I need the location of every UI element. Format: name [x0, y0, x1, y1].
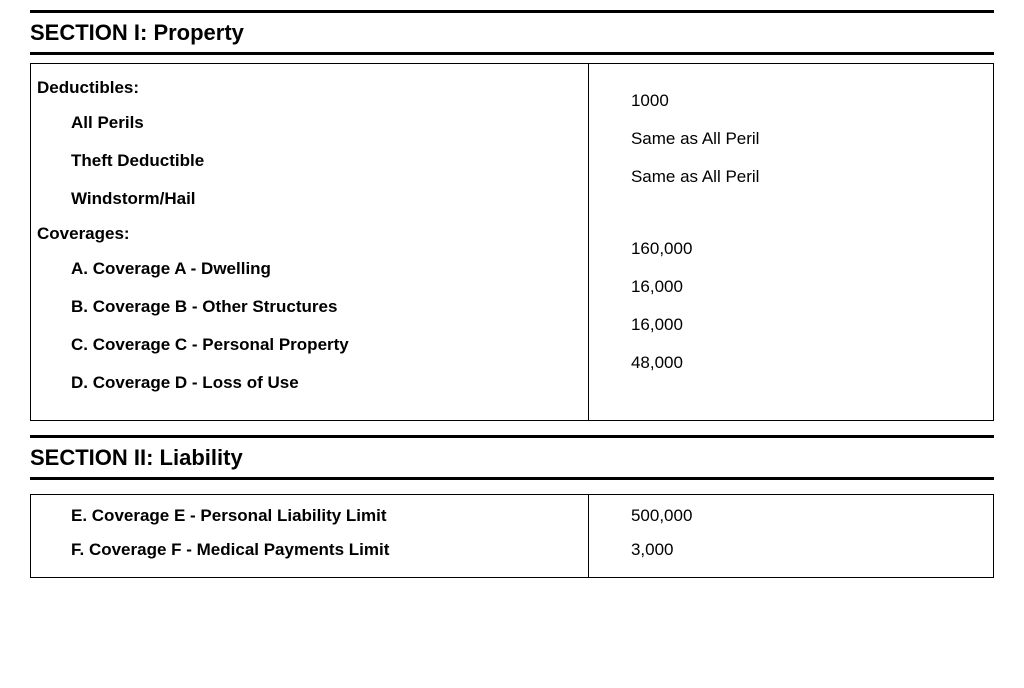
- coverage-value-row: 16,000: [589, 306, 993, 344]
- section1-rule-bottom: [30, 52, 994, 55]
- coverage-label: D. Coverage D - Loss of Use: [35, 373, 299, 393]
- spacer: [589, 196, 993, 230]
- coverage-value: 3,000: [589, 540, 674, 560]
- coverage-value-row: 3,000: [589, 533, 993, 567]
- coverage-label: C. Coverage C - Personal Property: [35, 335, 349, 355]
- deductible-label: All Perils: [35, 113, 144, 133]
- coverage-value: 16,000: [589, 277, 683, 297]
- coverage-row: E. Coverage E - Personal Liability Limit: [35, 499, 588, 533]
- deductible-row: Theft Deductible: [35, 142, 588, 180]
- section2-box: E. Coverage E - Personal Liability Limit…: [30, 494, 994, 578]
- coverage-value-row: 48,000: [589, 344, 993, 382]
- coverage-value: 48,000: [589, 353, 683, 373]
- coverage-label: A. Coverage A - Dwelling: [35, 259, 271, 279]
- section1-labels-column: Deductibles: All Perils Theft Deductible…: [31, 64, 589, 420]
- section2-title: SECTION II: Liability: [30, 441, 994, 475]
- deductible-value: Same as All Peril: [589, 167, 760, 187]
- section2-labels-column: E. Coverage E - Personal Liability Limit…: [31, 495, 589, 577]
- deductible-value: Same as All Peril: [589, 129, 760, 149]
- coverage-row: C. Coverage C - Personal Property: [35, 326, 588, 364]
- deductible-label: Theft Deductible: [35, 151, 204, 171]
- coverage-row: F. Coverage F - Medical Payments Limit: [35, 533, 588, 567]
- coverage-label: E. Coverage E - Personal Liability Limit: [35, 506, 387, 526]
- deductible-label: Windstorm/Hail: [35, 189, 196, 209]
- coverage-value: 160,000: [589, 239, 692, 259]
- deductible-value-row: Same as All Peril: [589, 120, 993, 158]
- section2-rule-top: [30, 435, 994, 438]
- coverage-label: F. Coverage F - Medical Payments Limit: [35, 540, 389, 560]
- coverage-label: B. Coverage B - Other Structures: [35, 297, 337, 317]
- deductible-value-row: Same as All Peril: [589, 158, 993, 196]
- section1-values-column: 1000 Same as All Peril Same as All Peril…: [589, 64, 993, 420]
- coverage-value-row: 500,000: [589, 499, 993, 533]
- section2-rule-bottom: [30, 477, 994, 480]
- coverage-value: 500,000: [589, 506, 692, 526]
- coverage-row: B. Coverage B - Other Structures: [35, 288, 588, 326]
- deductible-row: Windstorm/Hail: [35, 180, 588, 218]
- spacer: [589, 72, 993, 82]
- deductible-row: All Perils: [35, 104, 588, 142]
- coverage-row: D. Coverage D - Loss of Use: [35, 364, 588, 402]
- section1-title: SECTION I: Property: [30, 16, 994, 50]
- coverage-value-row: 160,000: [589, 230, 993, 268]
- deductible-value: 1000: [589, 91, 669, 111]
- section1-box: Deductibles: All Perils Theft Deductible…: [30, 63, 994, 421]
- deductible-value-row: 1000: [589, 82, 993, 120]
- section2-values-column: 500,000 3,000: [589, 495, 993, 577]
- coverage-value-row: 16,000: [589, 268, 993, 306]
- coverage-value: 16,000: [589, 315, 683, 335]
- section1-rule-top: [30, 10, 994, 13]
- deductibles-header: Deductibles:: [35, 72, 588, 104]
- coverage-row: A. Coverage A - Dwelling: [35, 250, 588, 288]
- coverages-header: Coverages:: [35, 218, 588, 250]
